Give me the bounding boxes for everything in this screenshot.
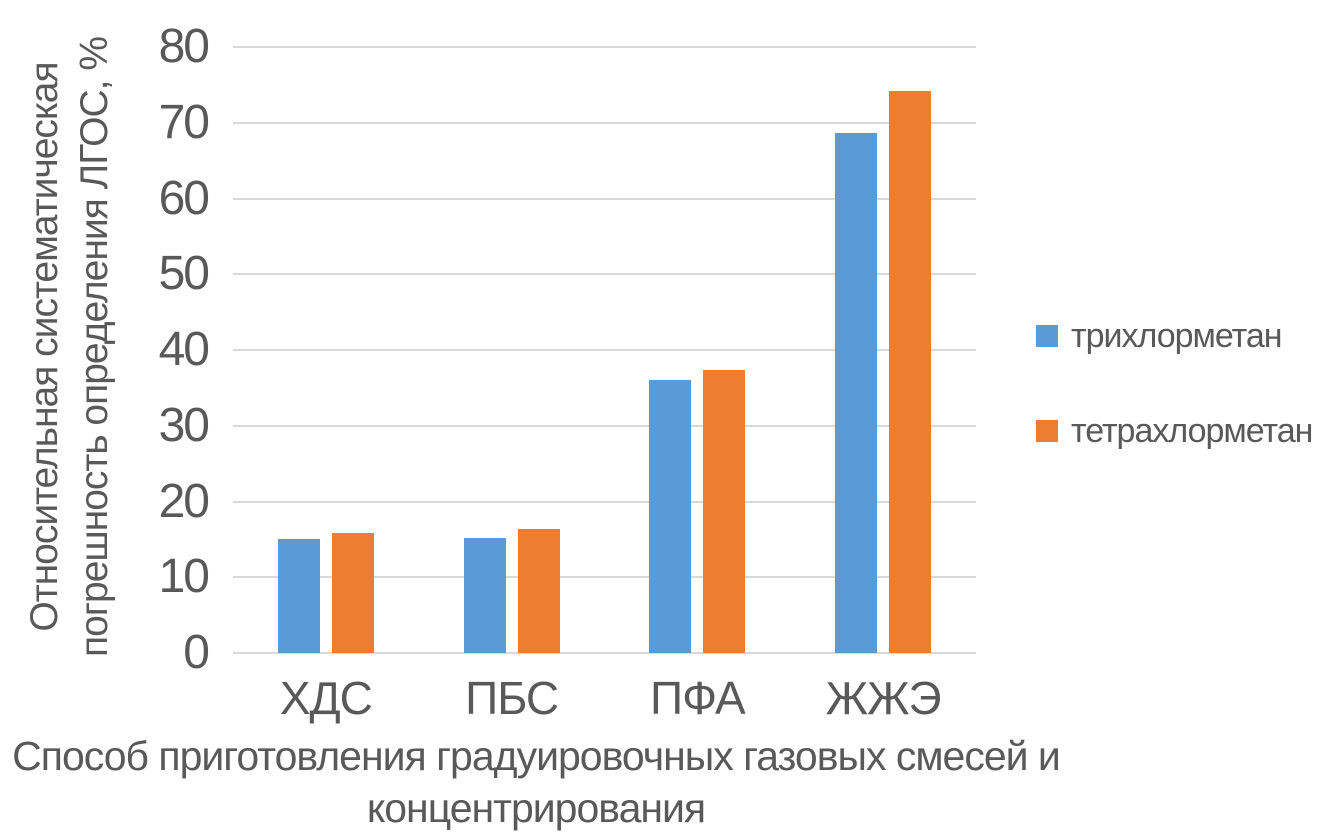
bar-series2-cat2 — [517, 528, 560, 653]
bar-series2-cat1 — [331, 533, 374, 653]
gridline-0 — [233, 652, 976, 654]
gridline-80 — [233, 46, 976, 48]
y-tick-label-70: 70 — [158, 95, 210, 149]
gridline-20 — [233, 500, 976, 503]
legend-item-series1: трихлорметан — [1036, 314, 1283, 358]
x-axis-title: Способ приготовления градуировочных газо… — [0, 730, 1072, 834]
legend-swatch-icon — [1036, 420, 1058, 442]
bar-series2-cat4 — [889, 90, 932, 653]
y-tick-label-40: 40 — [158, 323, 210, 376]
x-axis-title-line2: концентрирования — [366, 785, 706, 831]
gridline-10 — [233, 576, 976, 579]
bar-series1-cat1 — [277, 539, 320, 653]
bar-series1-cat2 — [463, 537, 506, 653]
bar-series1-cat4 — [835, 132, 878, 653]
y-tick-label-0: 0 — [183, 626, 210, 679]
y-tick-label-20: 20 — [158, 474, 210, 528]
x-category-label-3: ПФА — [650, 672, 746, 724]
y-tick-label-10: 10 — [158, 550, 210, 604]
bar-series1-cat3 — [649, 380, 692, 653]
legend-item-series2: тетрахлорметан — [1036, 409, 1313, 453]
y-tick-label-50: 50 — [158, 247, 210, 301]
x-category-label-2: ПБС — [465, 672, 559, 724]
legend-swatch-icon — [1036, 325, 1058, 347]
y-tick-label-80: 80 — [158, 20, 210, 73]
x-axis-title-line1: Способ приготовления градуировочных газо… — [12, 733, 1061, 779]
gridline-60 — [233, 197, 976, 200]
gridline-30 — [233, 424, 976, 427]
legend-label-series2: тетрахлорметан — [1071, 411, 1313, 450]
x-category-label-4: ЖЖЭ — [825, 672, 942, 724]
y-tick-label-60: 60 — [158, 171, 210, 225]
bar-series2-cat3 — [703, 369, 746, 653]
gridline-70 — [233, 121, 976, 124]
legend-label-series1: трихлорметан — [1071, 316, 1283, 355]
plot-area — [233, 46, 976, 654]
gridline-50 — [233, 273, 976, 276]
gridline-40 — [233, 349, 976, 351]
x-category-label-1: ХДС — [279, 672, 373, 724]
y-tick-label-30: 30 — [158, 398, 210, 452]
